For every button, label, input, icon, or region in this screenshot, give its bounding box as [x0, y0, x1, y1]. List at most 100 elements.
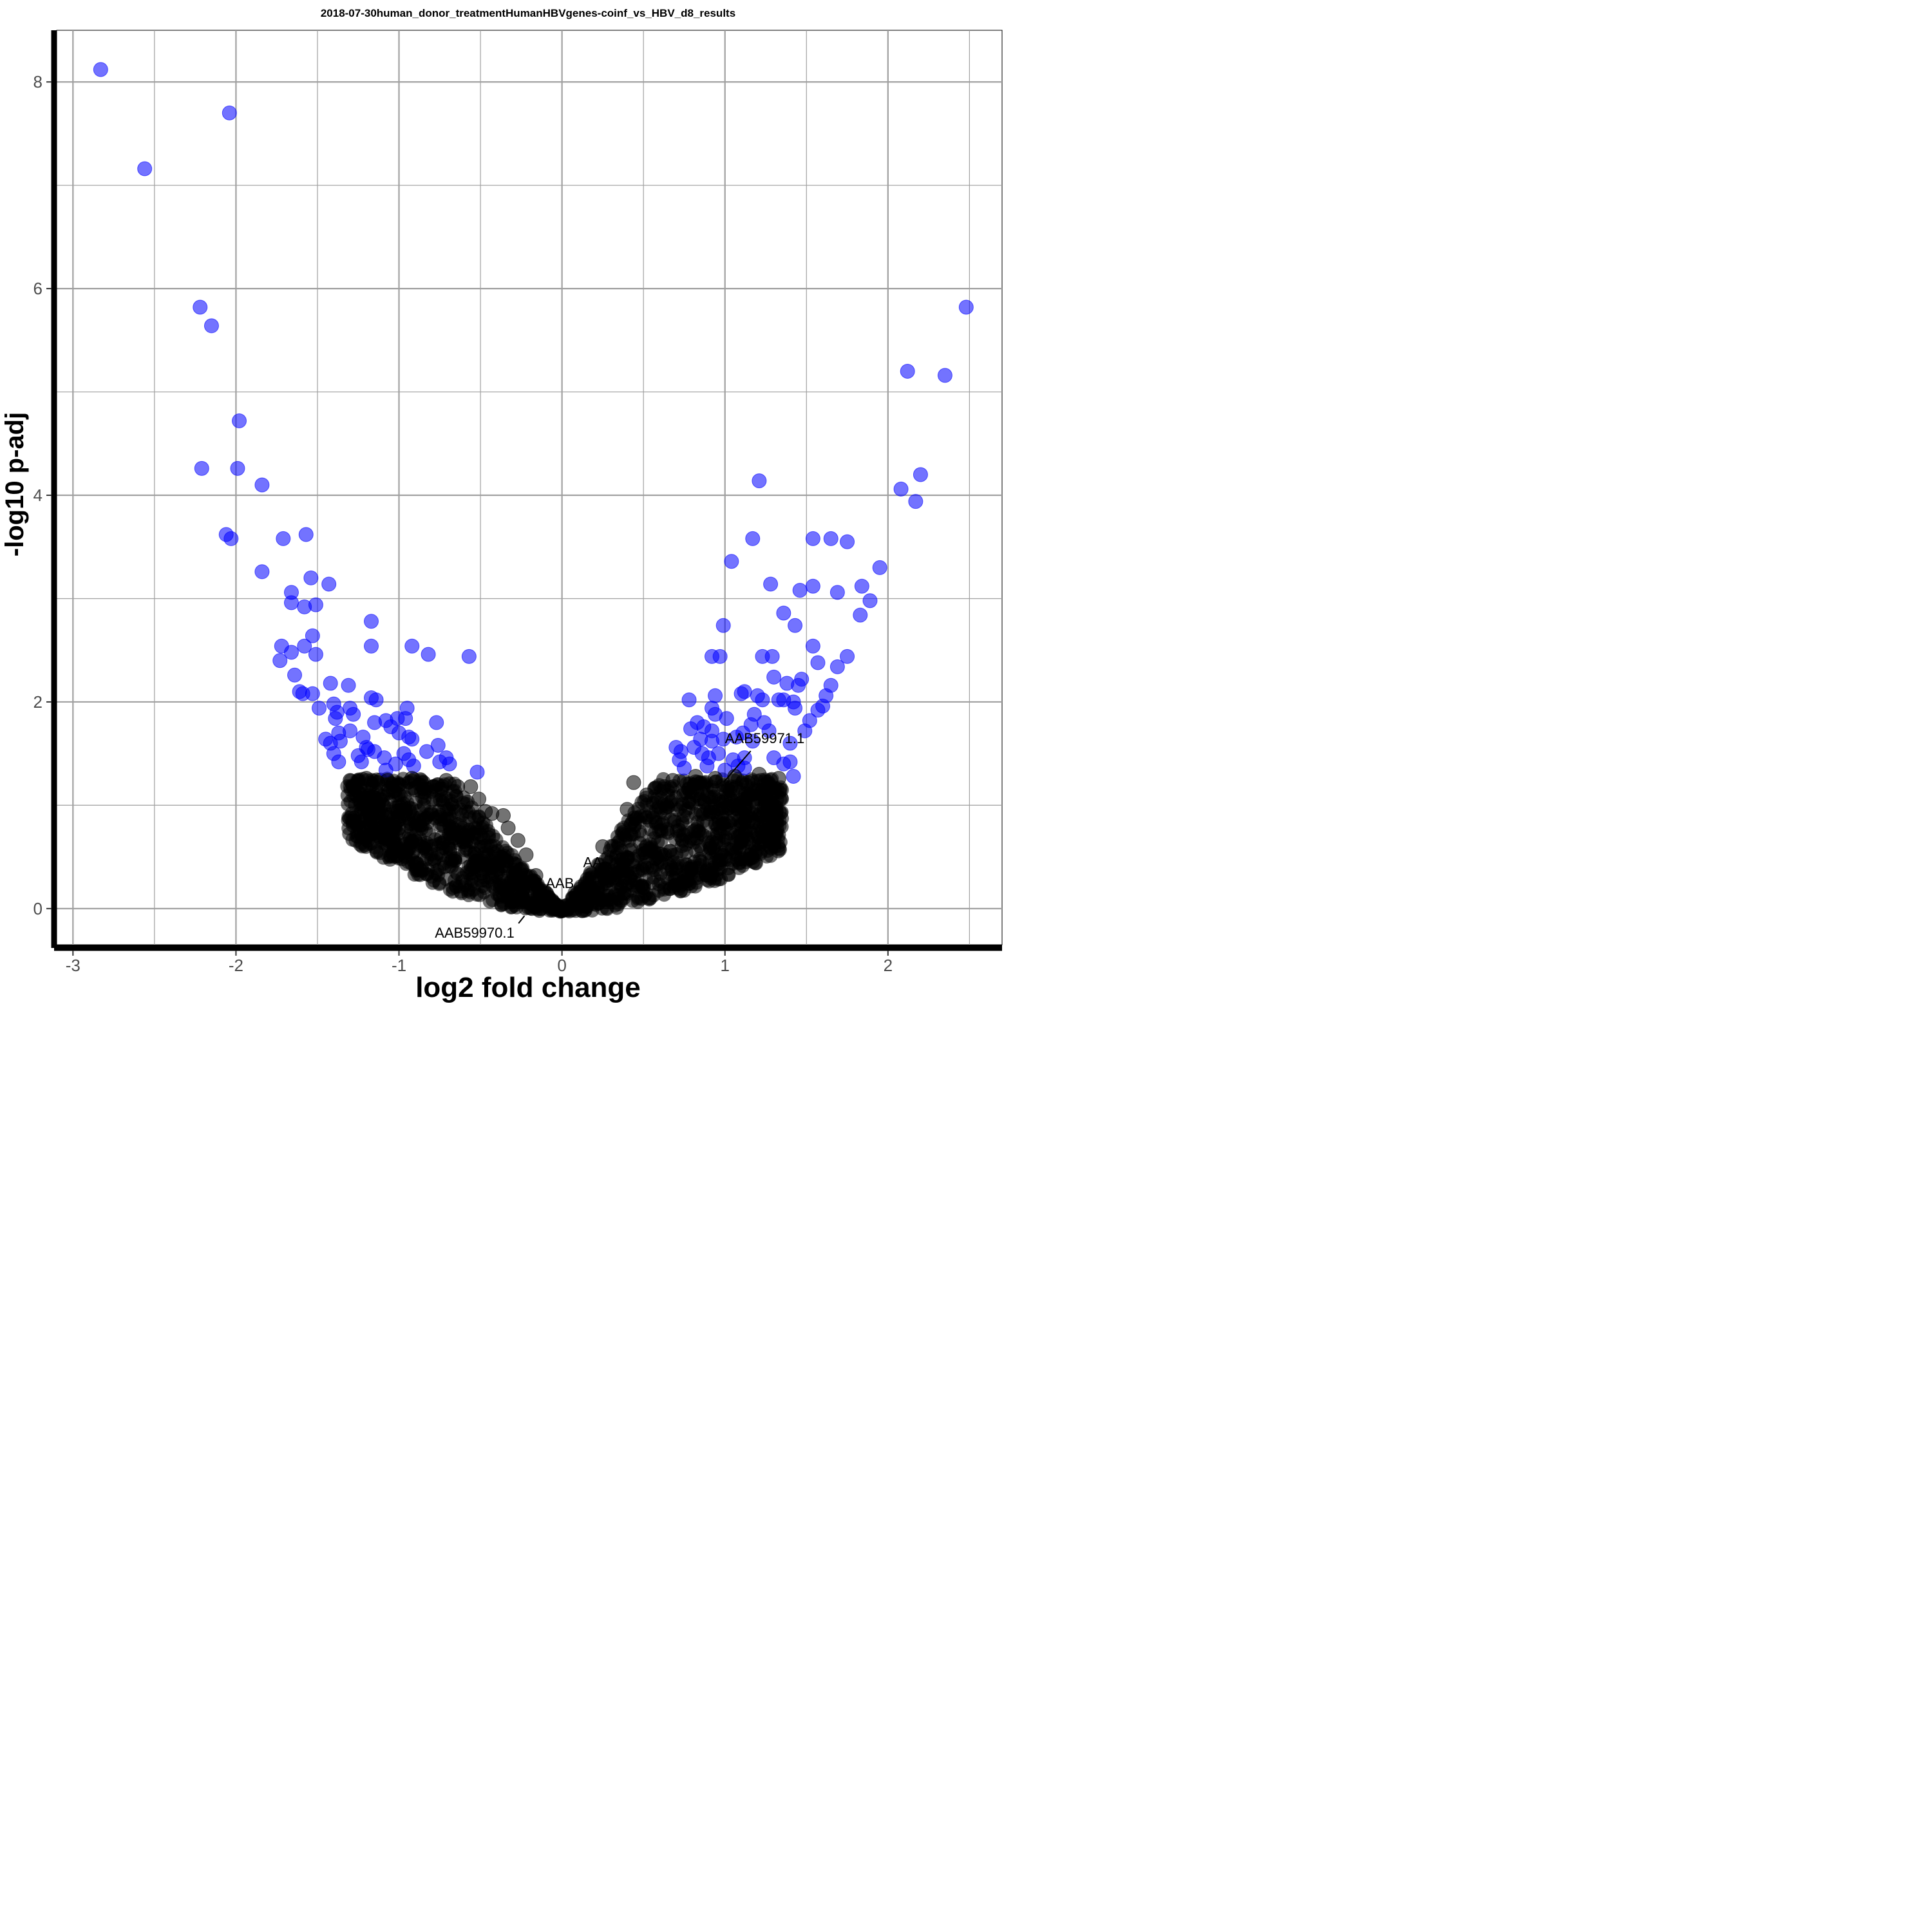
gene-point	[193, 299, 208, 315]
gene-point	[745, 531, 761, 546]
gene-point	[368, 692, 384, 708]
gene-point	[746, 855, 761, 869]
gene-point	[913, 467, 928, 482]
gene-point	[341, 677, 356, 693]
nonsignificant-point-cloud	[340, 772, 790, 919]
gene-point	[496, 808, 511, 823]
gene-point	[688, 879, 703, 894]
gene-point	[518, 847, 534, 862]
gene-point	[343, 723, 358, 739]
gene-point	[398, 711, 413, 726]
gene-point	[646, 810, 661, 825]
gene-point	[583, 865, 598, 880]
gene-point	[341, 810, 356, 824]
gene-point	[782, 735, 798, 751]
grid	[56, 30, 1003, 945]
gene-point	[707, 843, 722, 858]
gene-point	[840, 649, 855, 664]
gene-point	[512, 888, 527, 903]
gene-point	[611, 882, 626, 897]
gene-point	[404, 732, 420, 747]
gene-point	[434, 789, 449, 804]
gene-point	[435, 840, 450, 855]
gene-point	[763, 576, 779, 592]
gene-point	[354, 826, 368, 840]
gene-point	[715, 618, 731, 633]
gene-point	[724, 554, 739, 569]
x-tick-label: -3	[66, 956, 80, 975]
gene-point	[558, 900, 573, 914]
gene-point	[774, 791, 789, 806]
gene-point	[683, 721, 699, 737]
gene-point	[639, 787, 654, 802]
gene-point	[602, 892, 617, 907]
gene-point	[464, 866, 479, 881]
gene-point	[788, 618, 803, 633]
gene-point	[692, 826, 707, 841]
gene-point	[450, 779, 466, 795]
gene-point	[776, 605, 791, 621]
gene-point	[688, 844, 703, 858]
gene-point	[703, 869, 717, 884]
gene-point	[580, 879, 595, 894]
gene-point	[893, 481, 909, 497]
gene-point	[646, 862, 661, 877]
gene-point	[392, 777, 407, 792]
gene-point	[788, 701, 803, 716]
gene-point	[459, 804, 473, 819]
gene-point	[597, 876, 612, 891]
gene-point	[459, 842, 474, 857]
chart-title: 2018-07-30human_donor_treatmentHumanHBVg…	[321, 7, 735, 19]
gene-point	[676, 761, 692, 776]
gene-point	[346, 706, 361, 722]
gene-point	[528, 867, 544, 883]
gene-point	[731, 813, 746, 828]
gene-point	[958, 299, 974, 315]
gene-point	[644, 840, 659, 855]
gene-point	[771, 692, 786, 708]
axes	[51, 30, 1002, 951]
x-tick-label: -1	[392, 956, 406, 975]
gene-point	[576, 898, 591, 912]
gene-point	[711, 792, 726, 807]
y-axis-title: -log10 p-adj	[1, 412, 29, 556]
gene-point	[710, 820, 725, 835]
gene-point	[810, 655, 826, 670]
gene-point	[468, 826, 483, 841]
gene-point	[766, 669, 782, 685]
gene-point	[223, 531, 239, 546]
gene-point	[734, 686, 749, 701]
gene-point	[308, 647, 323, 662]
gene-point	[463, 779, 478, 795]
gene-point	[426, 779, 441, 795]
gene-point	[276, 531, 291, 546]
gene-point	[735, 725, 751, 741]
gene-point	[862, 593, 878, 609]
gene-point	[709, 808, 724, 822]
gene-point	[411, 818, 425, 833]
gene-point	[823, 677, 838, 693]
gene-point	[755, 692, 770, 708]
gene-point	[432, 876, 447, 890]
gene-point	[703, 854, 717, 869]
gene-point	[474, 873, 488, 888]
x-tick-label: 2	[884, 956, 893, 975]
gene-point	[802, 713, 817, 728]
gene-point	[515, 872, 529, 887]
gene-point	[688, 768, 703, 784]
gene-point	[413, 862, 428, 876]
gene-point	[404, 638, 420, 654]
gene-point	[711, 746, 726, 761]
annotation-leader-line	[723, 750, 752, 783]
gene-point	[471, 791, 487, 807]
gene-point	[456, 790, 471, 805]
gene-point	[363, 810, 377, 825]
gene-point	[461, 887, 476, 902]
gene-point	[510, 833, 526, 848]
gene-point	[662, 857, 677, 872]
gene-point	[500, 846, 515, 860]
gene-point	[194, 460, 209, 476]
gene-point	[620, 802, 635, 817]
gene-point	[272, 653, 288, 668]
gene-point	[222, 105, 237, 120]
